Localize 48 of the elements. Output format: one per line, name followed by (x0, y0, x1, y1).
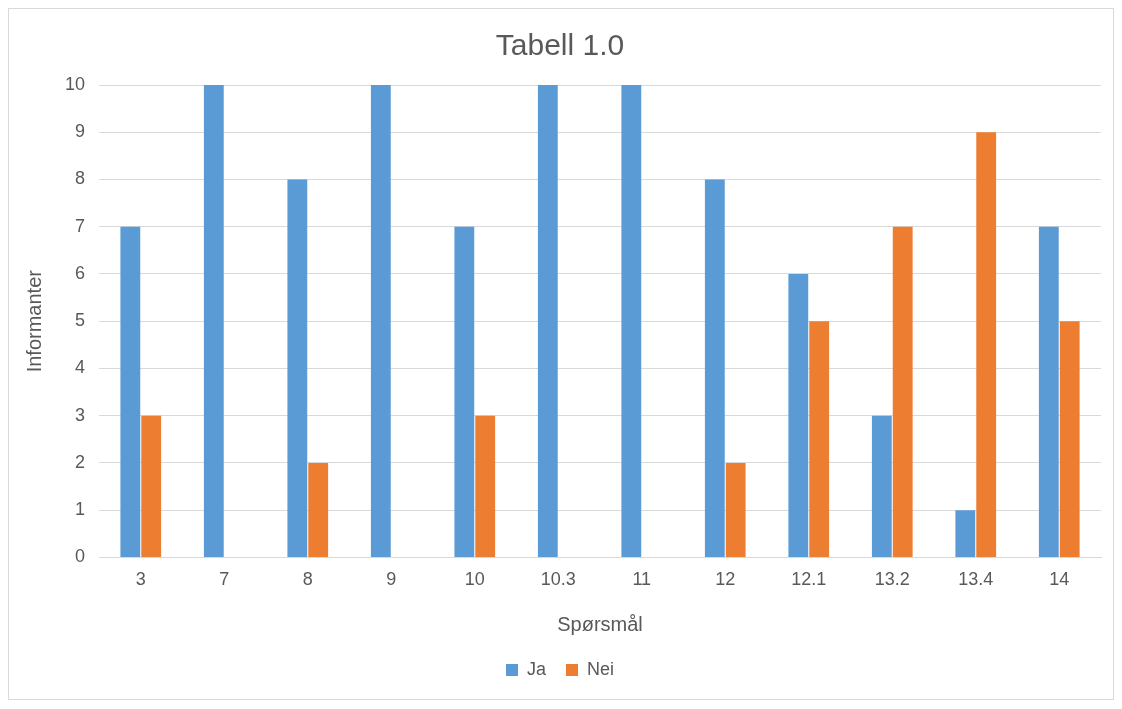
bar (454, 226, 475, 557)
y-tick-label: 7 (75, 215, 86, 236)
y-tick-label: 1 (75, 499, 86, 520)
y-tick-label: 5 (75, 310, 86, 331)
legend-label: Nei (587, 658, 615, 679)
x-axis-title: Spørsmål (557, 612, 643, 635)
bar (621, 85, 642, 557)
y-tick-label: 6 (75, 262, 86, 283)
bar (871, 415, 892, 557)
bar (120, 226, 141, 557)
bar (976, 132, 997, 557)
y-axis-title: Informanter (22, 269, 45, 373)
x-tick-label: 11 (632, 569, 652, 590)
bar (809, 321, 830, 557)
y-tick-label: 9 (75, 121, 86, 142)
bar (1038, 226, 1059, 557)
bar (725, 462, 746, 557)
x-tick-label: 14 (1049, 569, 1070, 590)
x-tick-label: 12.1 (791, 569, 827, 590)
bar (537, 85, 558, 557)
bar (475, 415, 496, 557)
bar (287, 179, 308, 557)
x-tick-label: 8 (302, 569, 313, 590)
bar (955, 510, 976, 557)
bar (1059, 321, 1080, 557)
bar (788, 273, 809, 557)
x-tick-label: 10 (464, 569, 485, 590)
bar (892, 226, 913, 557)
y-tick-label: 2 (75, 451, 86, 472)
x-tick-label: 10.3 (540, 569, 576, 590)
y-tick-label: 0 (75, 546, 86, 567)
x-tick-label: 12 (715, 569, 736, 590)
chart-title: Tabell 1.0 (495, 28, 625, 62)
bar (141, 415, 162, 557)
legend-label: Ja (526, 658, 547, 679)
x-tick-label: 3 (135, 569, 146, 590)
x-tick-label: 9 (386, 569, 397, 590)
y-tick-label: 10 (64, 73, 86, 94)
x-tick-label: 13.4 (958, 569, 994, 590)
bar (370, 85, 391, 557)
bar (704, 179, 725, 557)
y-tick-label: 8 (75, 168, 86, 189)
x-tick-label: 7 (219, 569, 230, 590)
x-tick-label: 13.2 (874, 569, 910, 590)
bar (308, 462, 329, 557)
y-tick-label: 3 (75, 404, 86, 425)
bar (203, 85, 224, 557)
y-tick-label: 4 (75, 357, 86, 378)
